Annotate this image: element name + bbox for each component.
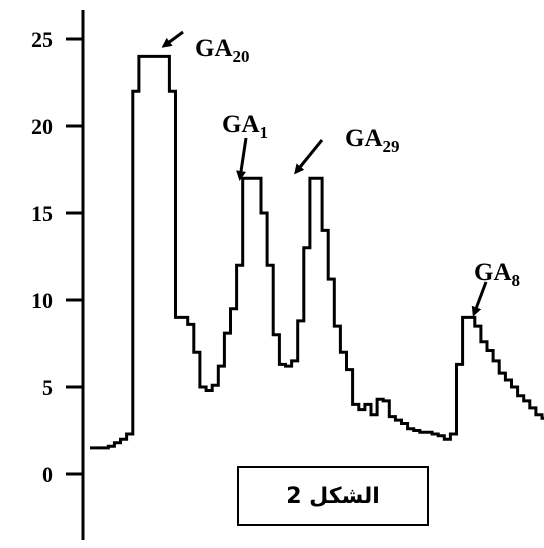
figure-caption-text: الشكل 2 — [286, 483, 380, 509]
y-tick-label: 10 — [31, 288, 53, 313]
y-axis-ticks: 0 5 10 15 20 25 — [31, 27, 84, 487]
peak-label-GA8: GA8 — [474, 259, 520, 290]
y-tick-label: 5 — [42, 375, 53, 400]
peak-arrow-GA8 — [471, 281, 488, 317]
y-tick-label: 15 — [31, 201, 53, 226]
y-tick-label: 0 — [42, 462, 53, 487]
y-tick-label: 20 — [31, 114, 53, 139]
peak-annotations: GA20 GA1 GA29 GA8 — [161, 30, 520, 317]
peak-arrow-GA1 — [236, 137, 248, 181]
peak-label-GA1: GA1 — [222, 111, 268, 142]
y-tick-label: 25 — [31, 27, 53, 52]
peak-label-GA29: GA29 — [345, 125, 400, 156]
chromatogram-trace — [90, 54, 544, 450]
peak-label-GA20: GA20 — [195, 35, 250, 66]
peak-arrow-GA20 — [161, 30, 184, 48]
figure-caption: الشكل 2 — [237, 466, 429, 526]
peak-arrow-GA29 — [294, 139, 324, 175]
